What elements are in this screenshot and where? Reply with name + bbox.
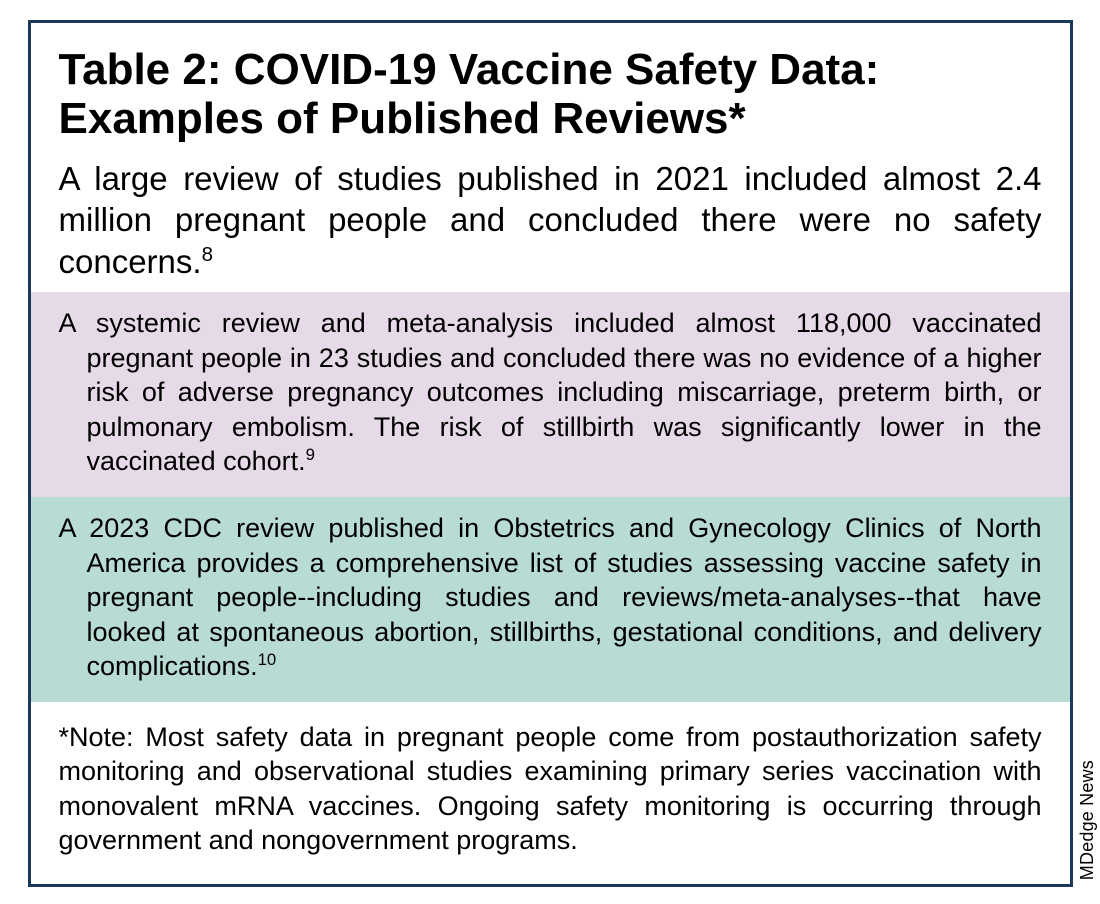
row-text: A 2023 CDC review published in Obstetric… xyxy=(59,513,1042,681)
intro-ref: 8 xyxy=(202,243,213,266)
row-ref: 10 xyxy=(258,650,277,669)
table-title: Table 2: COVID-19 Vaccine Safety Data: E… xyxy=(59,45,1042,144)
table-row: A systemic review and meta-analysis incl… xyxy=(31,292,1070,497)
table-intro: A large review of studies published in 2… xyxy=(59,158,1042,283)
table-header-block: Table 2: COVID-19 Vaccine Safety Data: E… xyxy=(31,23,1070,292)
table-container: Table 2: COVID-19 Vaccine Safety Data: E… xyxy=(28,20,1073,887)
table-row: A 2023 CDC review published in Obstetric… xyxy=(31,497,1070,702)
row-text: A systemic review and meta-analysis incl… xyxy=(59,308,1042,476)
row-ref: 9 xyxy=(306,445,315,464)
footnote-text: *Note: Most safety data in pregnant peop… xyxy=(59,722,1042,856)
table-footnote: *Note: Most safety data in pregnant peop… xyxy=(31,702,1070,884)
image-credit: MDedge News xyxy=(1077,760,1098,880)
